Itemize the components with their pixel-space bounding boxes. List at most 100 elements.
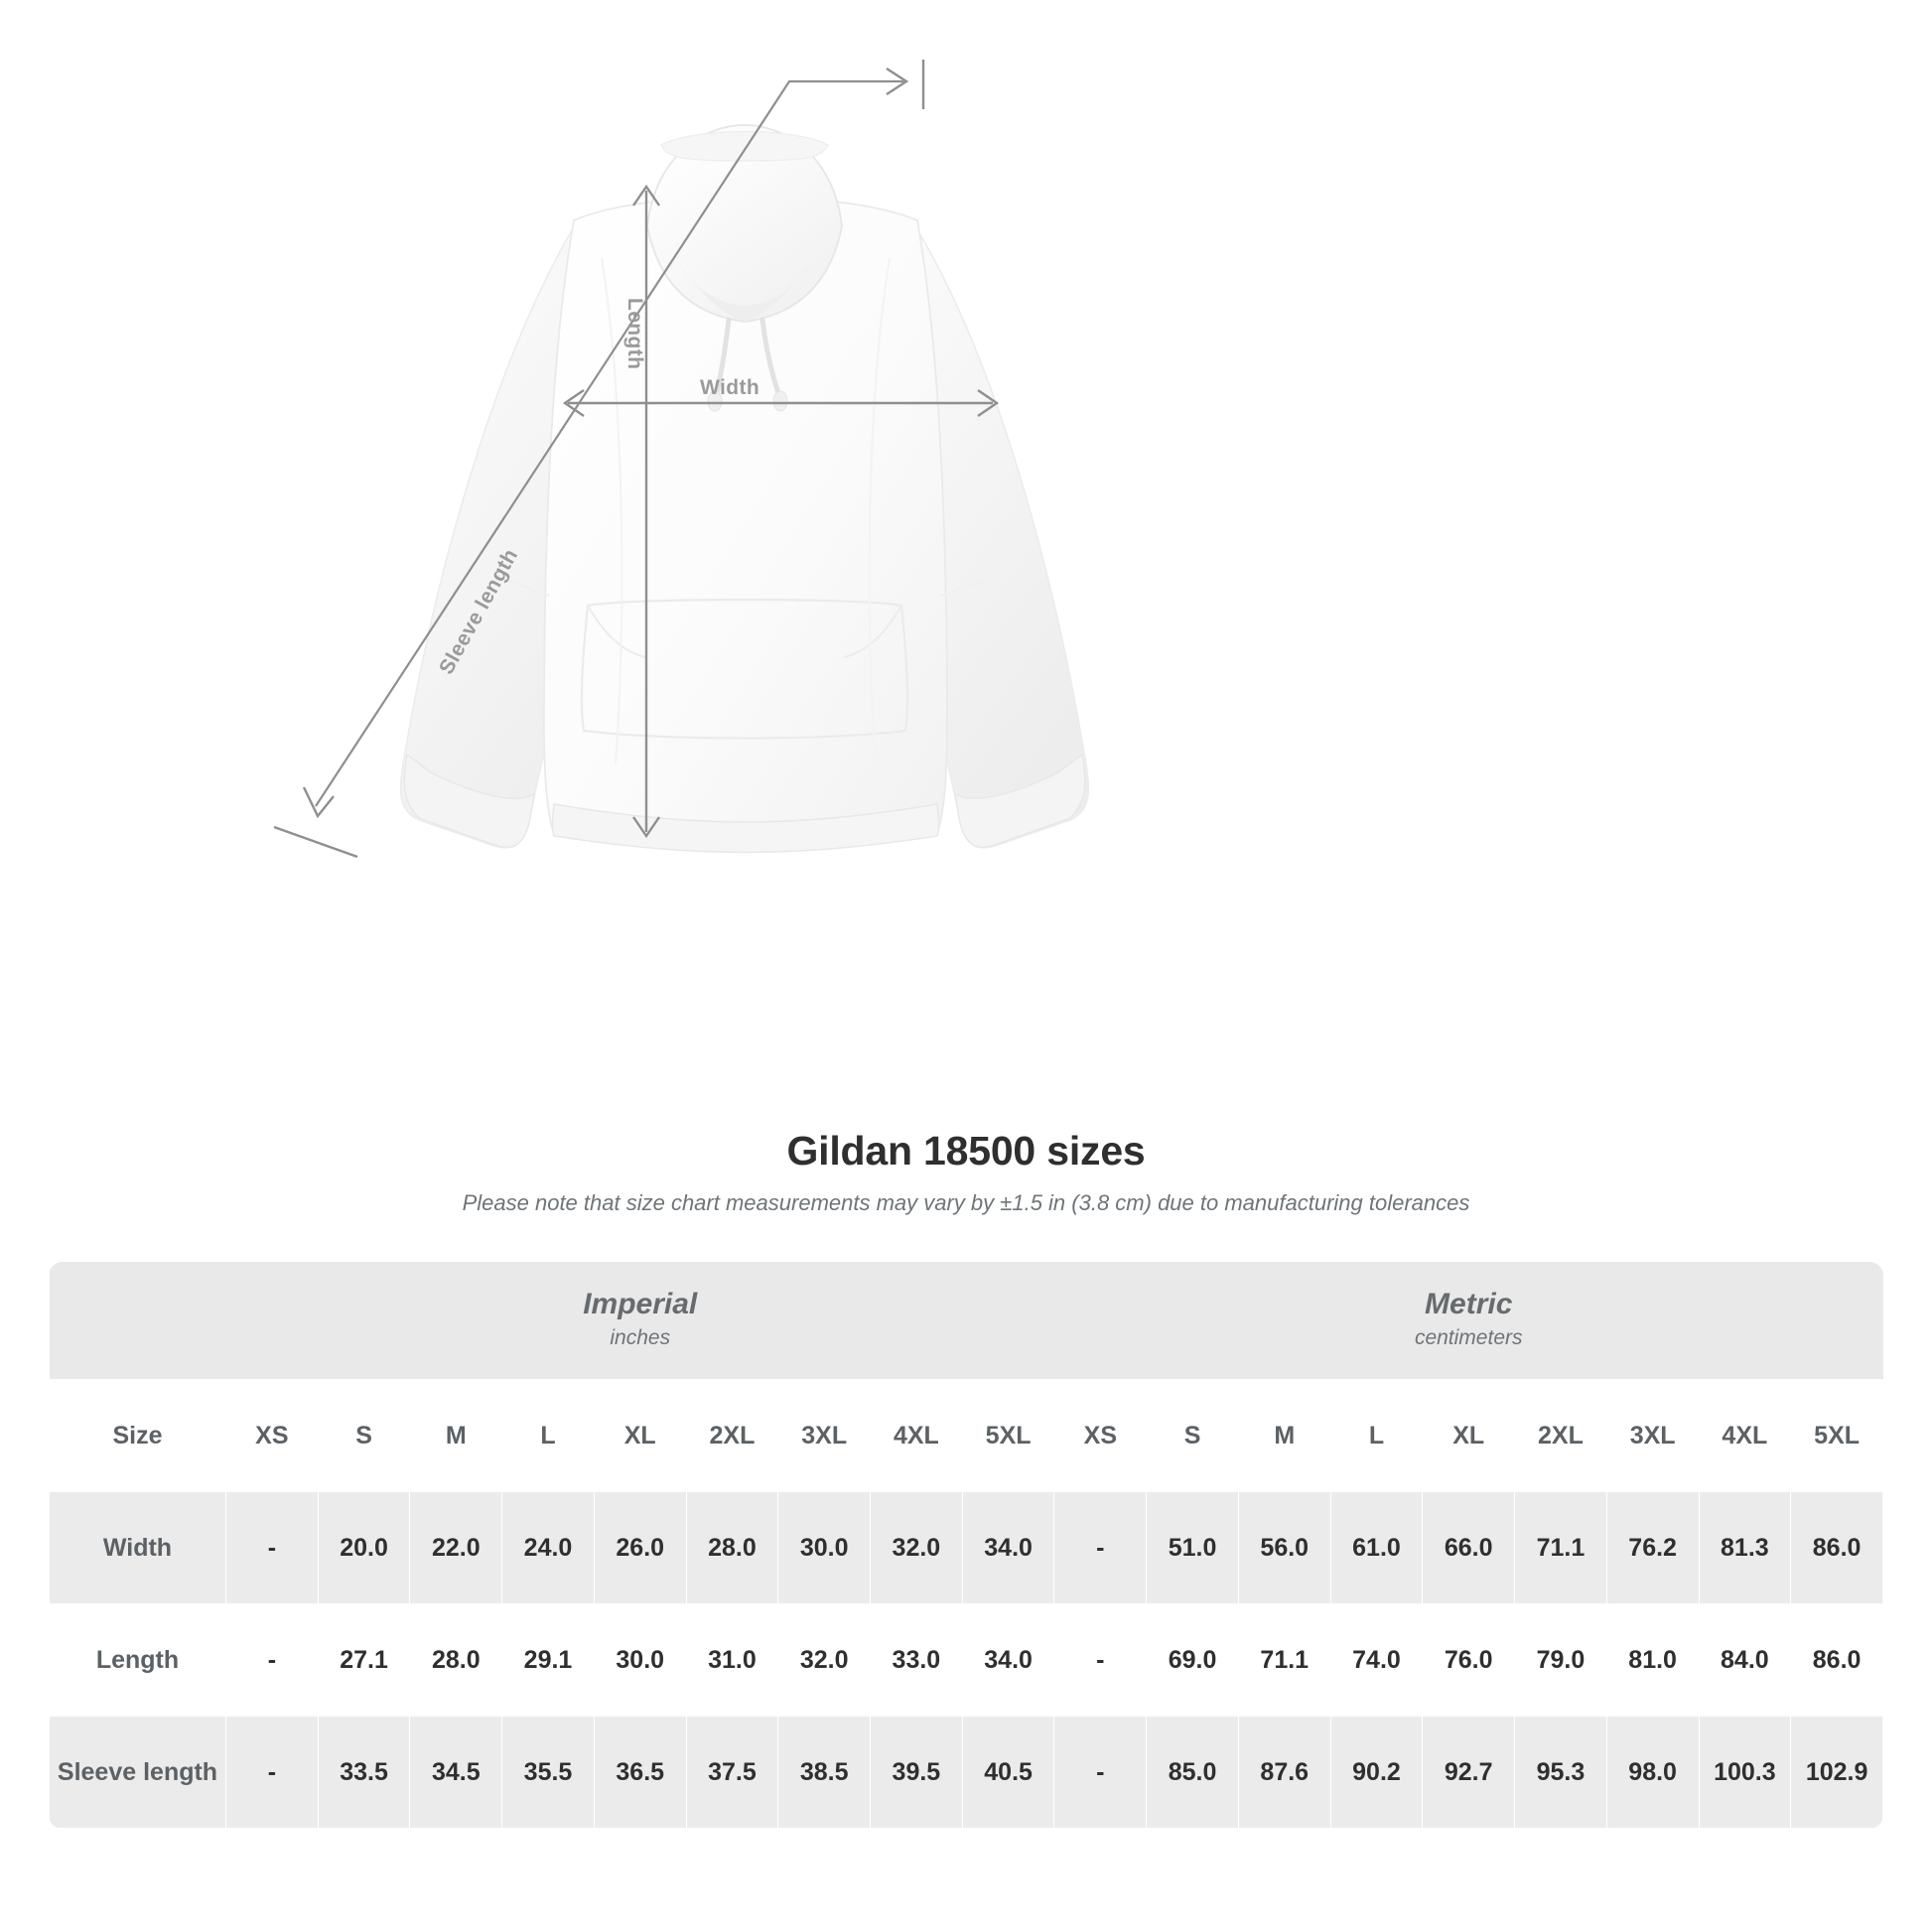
sleeve-measure-line (315, 79, 903, 807)
cell-sleeve-length-imperial-2xl: 37.5 (685, 1716, 779, 1829)
unit-header-spacer (49, 1262, 226, 1380)
unit-system-name: Imperial (583, 1288, 698, 1320)
size-header-cell-imperial-2xl: 2XL (685, 1379, 779, 1492)
cell-length-imperial-5xl: 34.0 (961, 1603, 1055, 1717)
cell-sleeve-length-metric-xs: - (1053, 1716, 1148, 1829)
row-label-width: Width (49, 1491, 226, 1604)
length-arrow-top (632, 184, 660, 207)
table-row: Length -27.1 28.0 29.1 30.0 31.0 32.0 33.0 34.0-… (49, 1603, 1883, 1717)
cell-sleeve-length-metric-l: 90.2 (1329, 1716, 1424, 1829)
cell-width-imperial-s: 20.0 (317, 1491, 411, 1604)
cell-sleeve-length-metric-m: 87.6 (1237, 1716, 1331, 1829)
width-arrow-right (977, 389, 1000, 417)
cell-sleeve-length-metric-3xl: 98.0 (1605, 1716, 1700, 1829)
unit-header-row: Imperial inches Metric centimeters (49, 1262, 1883, 1380)
size-header-cell-metric-xl: XL (1422, 1379, 1516, 1492)
cell-width-metric-4xl: 81.3 (1698, 1491, 1792, 1604)
cell-width-imperial-xs: - (225, 1491, 319, 1604)
cell-width-metric-m: 56.0 (1237, 1491, 1331, 1604)
unit-system-name: Metric (1425, 1288, 1513, 1320)
cell-sleeve-length-metric-xl: 92.7 (1422, 1716, 1516, 1829)
cell-width-imperial-5xl: 34.0 (961, 1491, 1055, 1604)
row-label-sleeve-length: Sleeve length (49, 1716, 226, 1829)
size-header-cell-metric-s: S (1146, 1379, 1239, 1492)
cell-length-imperial-2xl: 31.0 (685, 1603, 779, 1717)
cell-width-imperial-l: 24.0 (501, 1491, 595, 1604)
cell-width-imperial-3xl: 30.0 (777, 1491, 872, 1604)
cell-length-metric-s: 69.0 (1146, 1603, 1239, 1717)
size-header-cell-imperial-l: L (501, 1379, 595, 1492)
size-header-cell-imperial-s: S (317, 1379, 411, 1492)
cell-sleeve-length-metric-5xl: 102.9 (1790, 1716, 1883, 1829)
size-header-cell-metric-4xl: 4XL (1698, 1379, 1792, 1492)
unit-header-metric: Metric centimeters (1053, 1262, 1883, 1380)
size-header-cell-imperial-5xl: 5XL (961, 1379, 1055, 1492)
unit-header-imperial: Imperial inches (225, 1262, 1054, 1380)
width-label: Width (700, 376, 760, 399)
cell-sleeve-length-imperial-5xl: 40.5 (961, 1716, 1055, 1829)
page-title: Gildan 18500 sizes (786, 1128, 1146, 1173)
size-header-row: Size XS S M L XL 2XL 3XL 4XL 5XL XS S M L XL 2XL 3XL 4XL 5… (49, 1379, 1883, 1492)
size-header-cell-imperial-m: M (409, 1379, 503, 1492)
cell-length-imperial-xl: 30.0 (593, 1603, 687, 1717)
cell-width-metric-l: 61.0 (1329, 1491, 1424, 1604)
sleeve-arrow-bottom (302, 786, 335, 819)
size-header-cell-imperial-xl: XL (593, 1379, 687, 1492)
cell-length-metric-m: 71.1 (1237, 1603, 1331, 1717)
table-row: Width -20.0 22.0 24.0 26.0 28.0 30.0 32.0 34.0-5… (49, 1491, 1883, 1604)
cell-length-metric-4xl: 84.0 (1698, 1603, 1792, 1717)
cell-length-imperial-m: 28.0 (409, 1603, 503, 1717)
width-arrow-left (562, 389, 585, 417)
size-chart-table: Imperial inches Metric centimeters Size XS S M L… (49, 1262, 1883, 1829)
size-chart-table-container: Imperial inches Metric centimeters Size XS S M L… (49, 1262, 1883, 1829)
length-arrow-bottom (632, 816, 660, 839)
cell-sleeve-length-imperial-xl: 36.5 (593, 1716, 687, 1829)
cell-sleeve-length-metric-2xl: 95.3 (1514, 1716, 1607, 1829)
chart-heading: Gildan 18500 sizes Please note that size… (0, 1128, 1932, 1216)
size-header-cell-imperial-xs: XS (225, 1379, 319, 1492)
cell-width-imperial-m: 22.0 (409, 1491, 503, 1604)
cell-width-metric-xl: 66.0 (1422, 1491, 1516, 1604)
cell-sleeve-length-metric-4xl: 100.3 (1698, 1716, 1792, 1829)
cell-length-metric-l: 74.0 (1329, 1603, 1424, 1717)
cell-sleeve-length-imperial-s: 33.5 (317, 1716, 411, 1829)
cell-sleeve-length-imperial-3xl: 38.5 (777, 1716, 872, 1829)
cell-length-metric-3xl: 81.0 (1605, 1603, 1700, 1717)
cell-length-imperial-4xl: 33.0 (870, 1603, 963, 1717)
cell-sleeve-length-imperial-l: 35.5 (501, 1716, 595, 1829)
cell-sleeve-length-metric-s: 85.0 (1146, 1716, 1239, 1829)
unit-measure-name: inches (610, 1325, 671, 1349)
cell-width-metric-3xl: 76.2 (1605, 1491, 1700, 1604)
cell-width-metric-xs: - (1053, 1491, 1148, 1604)
table-row: Sleeve length -33.5 34.5 35.5 36.5 37.5 38.5 39… (49, 1716, 1883, 1829)
cell-width-metric-s: 51.0 (1146, 1491, 1239, 1604)
cell-width-imperial-xl: 26.0 (593, 1491, 687, 1604)
cell-width-imperial-2xl: 28.0 (685, 1491, 779, 1604)
cell-length-metric-xs: - (1053, 1603, 1148, 1717)
cell-width-metric-2xl: 71.1 (1514, 1491, 1607, 1604)
size-header-cell-metric-m: M (1237, 1379, 1331, 1492)
size-header-cell-imperial-4xl: 4XL (870, 1379, 963, 1492)
cell-sleeve-length-imperial-4xl: 39.5 (870, 1716, 963, 1829)
size-header-cell-metric-l: L (1329, 1379, 1424, 1492)
cell-sleeve-length-imperial-xs: - (225, 1716, 319, 1829)
length-label: Length (623, 298, 646, 370)
cell-sleeve-length-imperial-m: 34.5 (409, 1716, 503, 1829)
size-header-cell-metric-xs: XS (1053, 1379, 1148, 1492)
unit-measure-name: centimeters (1414, 1325, 1523, 1349)
cell-length-imperial-l: 29.1 (501, 1603, 595, 1717)
measurement-overlay (273, 60, 1000, 859)
cell-length-metric-2xl: 79.0 (1514, 1603, 1607, 1717)
sleeve-start-tick (273, 825, 358, 859)
size-header-cell-metric-2xl: 2XL (1514, 1379, 1607, 1492)
sleeve-arrow-top (886, 67, 909, 96)
row-label-length: Length (49, 1603, 226, 1717)
cell-length-imperial-3xl: 32.0 (777, 1603, 872, 1717)
size-header-cell-metric-3xl: 3XL (1605, 1379, 1700, 1492)
cell-length-metric-5xl: 86.0 (1790, 1603, 1883, 1717)
garment-measurement-diagram: Length Width Sleeve length (273, 60, 1090, 859)
size-header-cell-metric-5xl: 5XL (1790, 1379, 1883, 1492)
size-header-label: Size (49, 1379, 226, 1492)
cell-width-imperial-4xl: 32.0 (870, 1491, 963, 1604)
hoodie-product-image (399, 124, 1090, 854)
